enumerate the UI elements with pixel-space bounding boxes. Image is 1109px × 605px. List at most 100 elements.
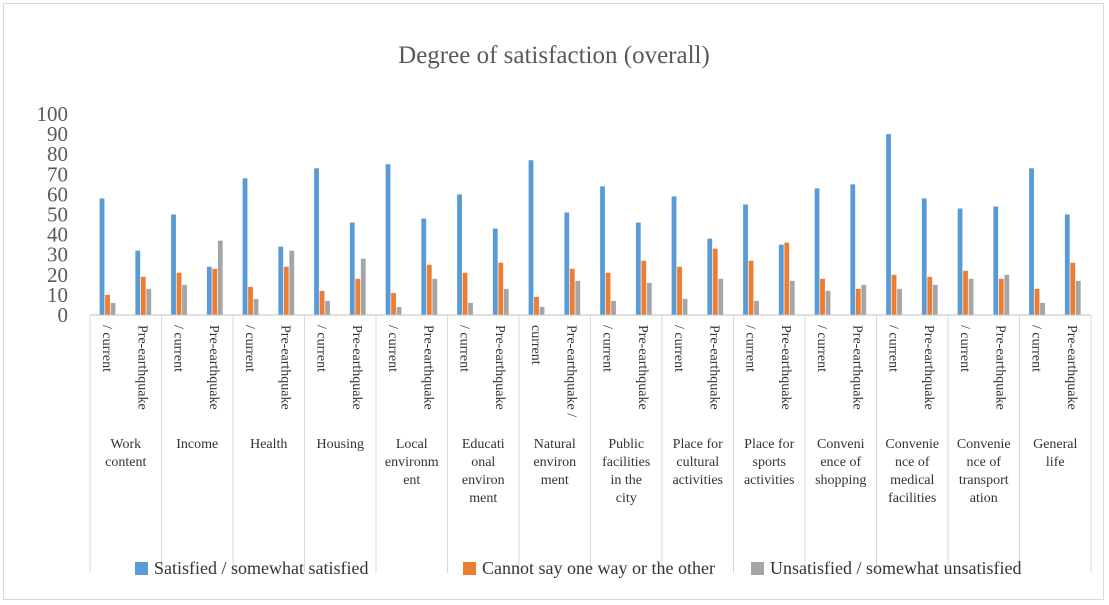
category-label: city (616, 491, 637, 506)
bar (1064, 214, 1070, 315)
bar (569, 268, 575, 315)
bar (825, 290, 831, 315)
bar (206, 266, 212, 315)
x-sub-label: Pre-earthquake (492, 325, 507, 410)
chart-frame: Degree of satisfaction (overall) 0 10 20 30… (3, 3, 1104, 600)
x-sub-label: / current (671, 325, 686, 372)
bar (886, 134, 891, 315)
bar (242, 178, 248, 315)
x-sub-label: / current (385, 325, 400, 372)
category-label: Place for (673, 437, 723, 452)
bar (385, 164, 391, 315)
category-label: life (1046, 455, 1065, 470)
category-label: Income (176, 437, 218, 452)
bar (421, 218, 427, 315)
category-label: Conveni (817, 437, 865, 452)
category-label: ation (970, 491, 998, 506)
x-sub-label: / current (242, 325, 257, 372)
x-sub-label: / current (814, 325, 829, 372)
bar (457, 194, 462, 315)
bar (611, 300, 616, 315)
category-label: ment (541, 473, 569, 488)
legend-swatch (751, 562, 764, 575)
category-label: Natural (534, 437, 576, 452)
bar (998, 278, 1004, 315)
bar (325, 300, 330, 315)
category-label: Public (608, 437, 644, 452)
bar (1075, 280, 1081, 315)
x-sub-label: / current (957, 325, 972, 372)
bar (1029, 168, 1034, 315)
bar (314, 168, 319, 315)
category-label: environ (462, 473, 505, 488)
legend-label: Cannot say one way or the other (482, 558, 715, 578)
bar (503, 288, 509, 315)
y-tick-label: 50 (47, 203, 68, 227)
category-label: Local (396, 437, 428, 452)
bar (600, 186, 605, 315)
bar (462, 272, 468, 315)
category-label: activities (672, 473, 723, 488)
category-label: onal (471, 455, 495, 470)
category-label: nce of (966, 455, 1001, 470)
bar-chart: Degree of satisfaction (overall) 0102030… (37, 42, 1092, 578)
category-label: cultural (676, 455, 719, 470)
bar (432, 278, 438, 315)
bar (534, 296, 539, 315)
x-sub-label: Pre-earthquake (206, 325, 221, 410)
x-sub-label: Pre-earthquake (635, 325, 650, 410)
y-tick-label: 60 (47, 182, 68, 206)
bar (921, 198, 927, 315)
bar (677, 266, 682, 315)
bar (283, 266, 289, 315)
bar (171, 214, 176, 315)
x-sub-label: / current (99, 325, 114, 372)
bar (927, 276, 933, 315)
category-label: Convenie (885, 437, 939, 452)
bar (861, 284, 867, 315)
category-label: facilities (602, 455, 650, 470)
bar (539, 306, 545, 315)
bar (1034, 288, 1040, 315)
y-tick-label: 20 (47, 263, 68, 287)
x-sub-label: Pre-earthquake (421, 325, 436, 410)
bar (105, 294, 110, 315)
y-tick-label: 80 (47, 142, 68, 166)
bar (217, 240, 223, 315)
bar (748, 260, 754, 315)
bar (784, 242, 790, 315)
bar (646, 282, 652, 315)
bar (1004, 274, 1010, 315)
bar (176, 272, 182, 315)
legend-label: Unsatisfied / somewhat unsatisfied (770, 558, 1021, 578)
x-sub-label: Pre-earthquake (349, 325, 364, 410)
category-label: sports (753, 455, 786, 470)
category-label: environ (533, 455, 576, 470)
x-sub-label: / current (1028, 325, 1043, 372)
bar (248, 286, 253, 315)
category-label: content (105, 455, 146, 470)
x-sub-label: Pre-earthquake (850, 325, 865, 410)
category-label: medical (890, 473, 934, 488)
bar (789, 280, 795, 315)
legend-label: Satisfied / somewhat satisfied (154, 558, 368, 578)
bar (182, 284, 187, 315)
category-label: ment (469, 491, 497, 506)
x-sub-label: Pre-earthquake / (564, 325, 579, 417)
category-label: ent (403, 473, 420, 488)
bar (99, 198, 105, 315)
y-tick-label: 100 (37, 102, 69, 126)
category-label: Convenie (957, 437, 1011, 452)
y-tick-label: 10 (47, 283, 68, 307)
bar (278, 246, 284, 315)
bar (492, 228, 498, 315)
bar (932, 284, 938, 315)
category-label: Work (110, 437, 141, 452)
category-label: Housing (317, 437, 364, 452)
bar (957, 208, 963, 315)
bar (528, 160, 534, 315)
x-sub-label: / current (170, 325, 185, 372)
bar (319, 290, 325, 315)
x-sub-label: Pre-earthquake (278, 325, 293, 410)
